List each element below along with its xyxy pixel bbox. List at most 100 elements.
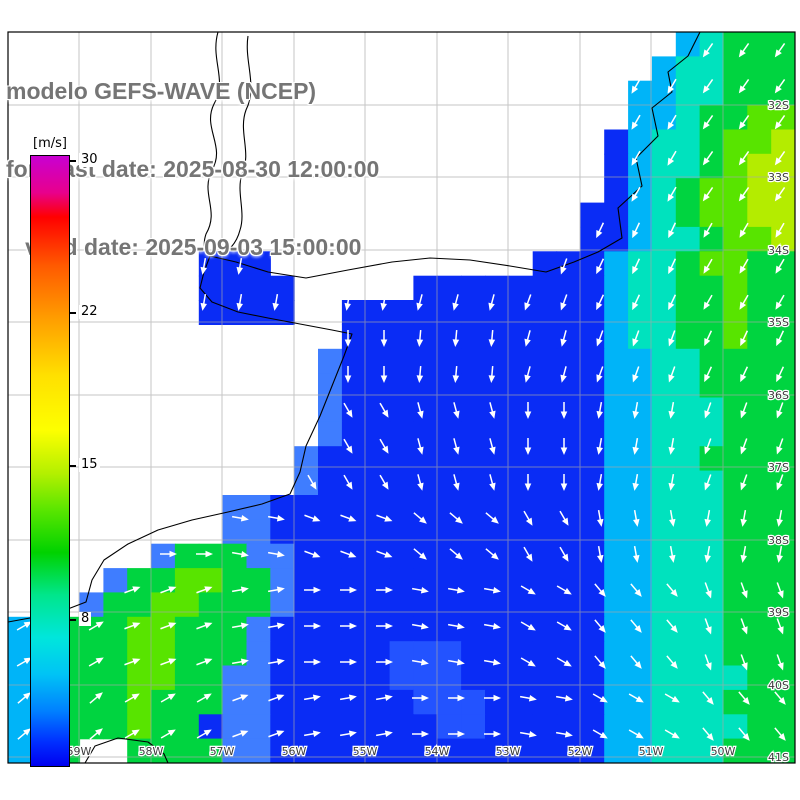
wave-arrow	[560, 294, 568, 311]
wave-arrow	[740, 618, 748, 635]
wave-arrow	[664, 729, 680, 739]
wave-arrow	[631, 186, 641, 202]
wave-arrow	[704, 438, 712, 455]
colorbar: [m/s] 30 22 15 8	[30, 132, 100, 767]
wave-arrow	[412, 694, 429, 702]
wave-arrow	[520, 621, 536, 631]
wave-arrow	[307, 474, 317, 490]
wave-arrow	[596, 294, 605, 311]
colorbar-unit-label: [m/s]	[30, 136, 70, 152]
wave-arrow	[776, 545, 783, 563]
wave-arrow	[231, 515, 249, 522]
wave-arrow	[668, 401, 675, 419]
wave-arrow	[376, 658, 393, 666]
wave-arrow	[596, 330, 604, 347]
lon-label: 58W	[139, 745, 164, 758]
wave-arrow	[200, 257, 207, 275]
wave-arrow	[668, 330, 676, 347]
wave-arrow	[124, 658, 141, 666]
wave-arrow	[738, 727, 750, 741]
coastline-layer	[8, 32, 701, 763]
wave-arrow	[489, 474, 496, 491]
wave-arrow	[488, 365, 496, 383]
wave-arrow	[339, 730, 357, 737]
wave-arrow	[667, 186, 677, 202]
wave-arrow	[597, 509, 604, 527]
wave-arrow	[524, 438, 532, 455]
wave-arrow	[376, 622, 393, 630]
wave-arrow	[488, 294, 495, 311]
wave-arrow	[738, 115, 750, 130]
wave-arrow	[340, 586, 357, 594]
wave-arrow	[160, 622, 177, 630]
wave-arrow	[628, 693, 644, 703]
wave-arrow	[702, 79, 714, 94]
wave-arrow	[740, 654, 748, 671]
wave-arrow	[376, 550, 393, 558]
wave-arrow	[594, 583, 606, 597]
wave-arrow	[417, 474, 424, 491]
wave-arrow	[16, 621, 32, 631]
wave-arrow	[448, 694, 465, 702]
wave-arrow	[124, 729, 140, 739]
wave-arrow	[303, 730, 321, 737]
wave-arrow	[740, 438, 748, 455]
coord-labels-layer: 59W 58W 57W 56W 55W 54W 53W 52W 51W 50W 32S 33S 34S 3…	[65, 98, 790, 763]
wave-arrow	[559, 546, 569, 562]
wave-arrow	[738, 691, 750, 705]
wave-arrow	[267, 586, 285, 593]
wave-arrow	[667, 114, 677, 130]
wave-arrow	[668, 258, 677, 275]
wave-arrow	[632, 294, 641, 311]
wave-arrow	[775, 258, 785, 274]
wave-arrow	[704, 618, 712, 635]
model-title: modelo GEFS-WAVE (NCEP)	[6, 78, 317, 104]
wave-arrow	[523, 510, 533, 526]
colorbar-tick-mark	[70, 159, 76, 162]
wave-arrow	[775, 294, 785, 310]
wave-arrow	[524, 330, 531, 347]
wave-arrow	[160, 729, 176, 739]
wave-arrow	[596, 222, 605, 239]
colorbar-tick-label: 30	[79, 151, 100, 167]
wave-arrow	[483, 659, 501, 666]
wave-arrow	[668, 437, 675, 455]
wave-arrow	[632, 258, 641, 275]
wave-arrow	[667, 150, 677, 166]
wave-arrow	[344, 330, 352, 347]
colorbar-gradient	[30, 155, 70, 767]
wave-arrow	[703, 294, 713, 310]
wave-arrow	[160, 693, 176, 703]
wave-arrow	[160, 658, 177, 666]
wave-arrow	[452, 294, 459, 311]
lat-label: 37S	[768, 461, 789, 474]
wave-arrow	[704, 366, 713, 383]
wave-arrow	[416, 329, 424, 347]
wave-arrow	[267, 658, 285, 665]
wave-arrow	[485, 512, 499, 524]
wave-arrow	[704, 330, 713, 347]
wave-arrow	[740, 509, 747, 527]
coastline-path	[8, 32, 701, 623]
wave-arrow	[739, 294, 749, 310]
wave-arrow	[343, 402, 353, 418]
wave-arrow	[524, 366, 531, 383]
wave-arrow	[776, 618, 784, 635]
wave-arrow	[232, 694, 249, 702]
wave-arrow	[304, 586, 321, 594]
wave-arrow	[630, 619, 642, 633]
wave-arrow	[231, 551, 249, 558]
wave-arrow	[380, 330, 388, 347]
wave-arrow	[524, 474, 532, 491]
wave-arrow	[740, 474, 748, 491]
graticule-layer	[8, 32, 795, 763]
wave-arrow	[628, 729, 644, 739]
wave-arrow	[519, 731, 537, 738]
wave-arrow	[667, 78, 677, 94]
lon-label: 57W	[210, 745, 235, 758]
wave-arrow	[666, 619, 678, 633]
wave-arrow	[196, 622, 213, 630]
wave-arrow	[703, 258, 713, 274]
wave-arrow	[596, 401, 603, 419]
